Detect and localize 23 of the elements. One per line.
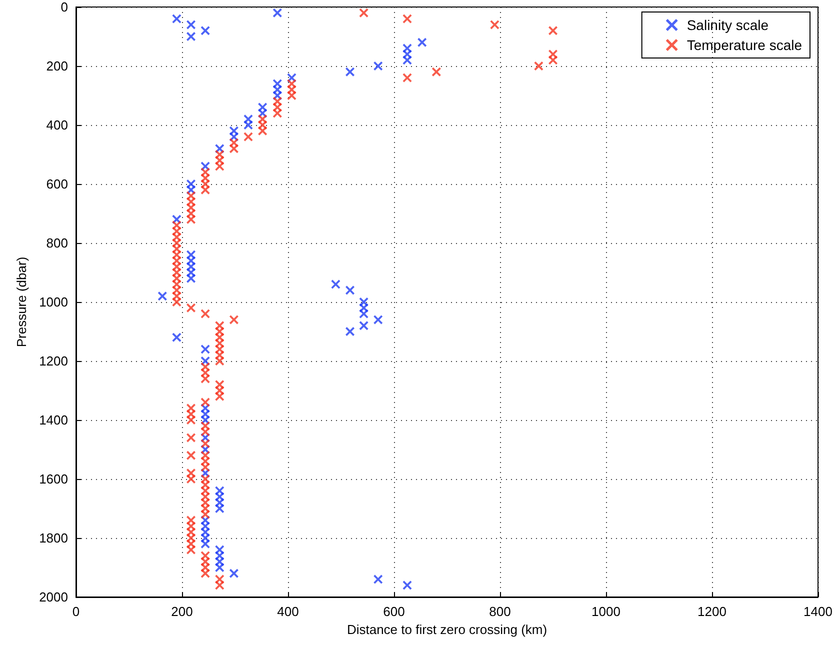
x-tick-label: 800 [489,604,511,619]
y-tick-label: 1000 [39,294,68,310]
y-tick-label: 0 [60,0,68,14]
y-tick-label: 200 [46,58,68,74]
y-tick-label: 1800 [39,530,68,546]
x-tick-label: 600 [383,604,405,619]
y-tick-label: 1600 [39,472,68,486]
x-tick-label: 400 [277,604,299,619]
x-tick-label: 1200 [698,604,726,619]
x-tick-label: 200 [171,604,193,619]
y-axis-title: Pressure (dbar) [14,256,29,348]
x-tick-label: 1400 [804,604,832,619]
y-tick-label: 400 [46,118,68,132]
y-tick-label: 1400 [39,412,68,428]
x-tick-label: 0 [72,604,80,619]
x-axis-title: Distance to first zero crossing (km) [346,622,548,637]
legend-label: Salinity scale [686,17,769,33]
legend-label: Temperature scale [686,37,802,53]
x-tick-label: 1000 [592,604,620,619]
y-tick-label: 800 [46,236,68,250]
y-tick-label: 2000 [39,590,68,604]
y-tick-label: 600 [46,176,68,192]
y-tick-label: 1200 [39,354,68,368]
